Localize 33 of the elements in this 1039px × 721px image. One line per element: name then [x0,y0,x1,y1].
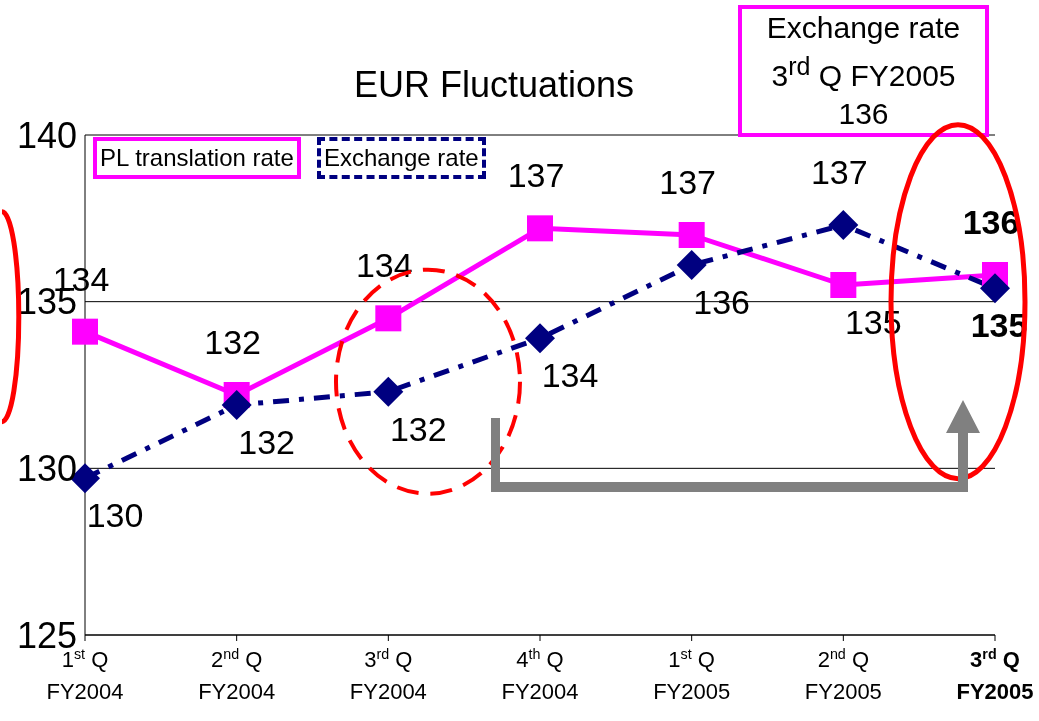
data-label: 137 [659,162,717,201]
point [525,323,555,354]
point [375,305,402,332]
point [678,222,705,248]
x-tick-label: 2$^{nd}$ Q FY2005 [804,646,882,704]
text: PL translation rate [93,137,301,179]
point [527,215,553,242]
point [980,273,1010,304]
chart-title: EUR Fluctuations [354,64,635,106]
point [373,376,404,407]
x-tick-label: 3$^{rd}$ Q FY2005 [956,646,1034,704]
data-label: 137 [507,156,565,195]
data-label: 132 [238,422,296,461]
text: Exchange rate [316,137,486,179]
data-label: 132 [204,322,262,361]
x-tick-label: 1$^{st}$ Q FY2005 [653,646,731,704]
point [830,272,857,298]
point [72,318,98,345]
x-tick-label: 3$^{rd}$ Q FY2004 [349,646,427,704]
data-label: 134 [355,246,413,285]
point [828,210,859,240]
data-label: 130 [86,496,144,535]
data-label: 136 [962,202,1020,241]
x-tick-label: 4$^{th}$ Q FY2004 [501,646,579,704]
text: Exchange rate 3$^{rd}$ Q FY2005 136 [738,5,989,137]
x-tick-label: 2$^{nd}$ Q FY2004 [198,646,276,704]
data-label: 134 [541,356,599,395]
point [221,390,252,420]
y-tick-label: 140 [16,114,77,156]
point [676,250,707,280]
y-tick-label: 130 [16,448,77,490]
data-label: 137 [810,152,868,191]
data-label: 132 [389,409,447,448]
